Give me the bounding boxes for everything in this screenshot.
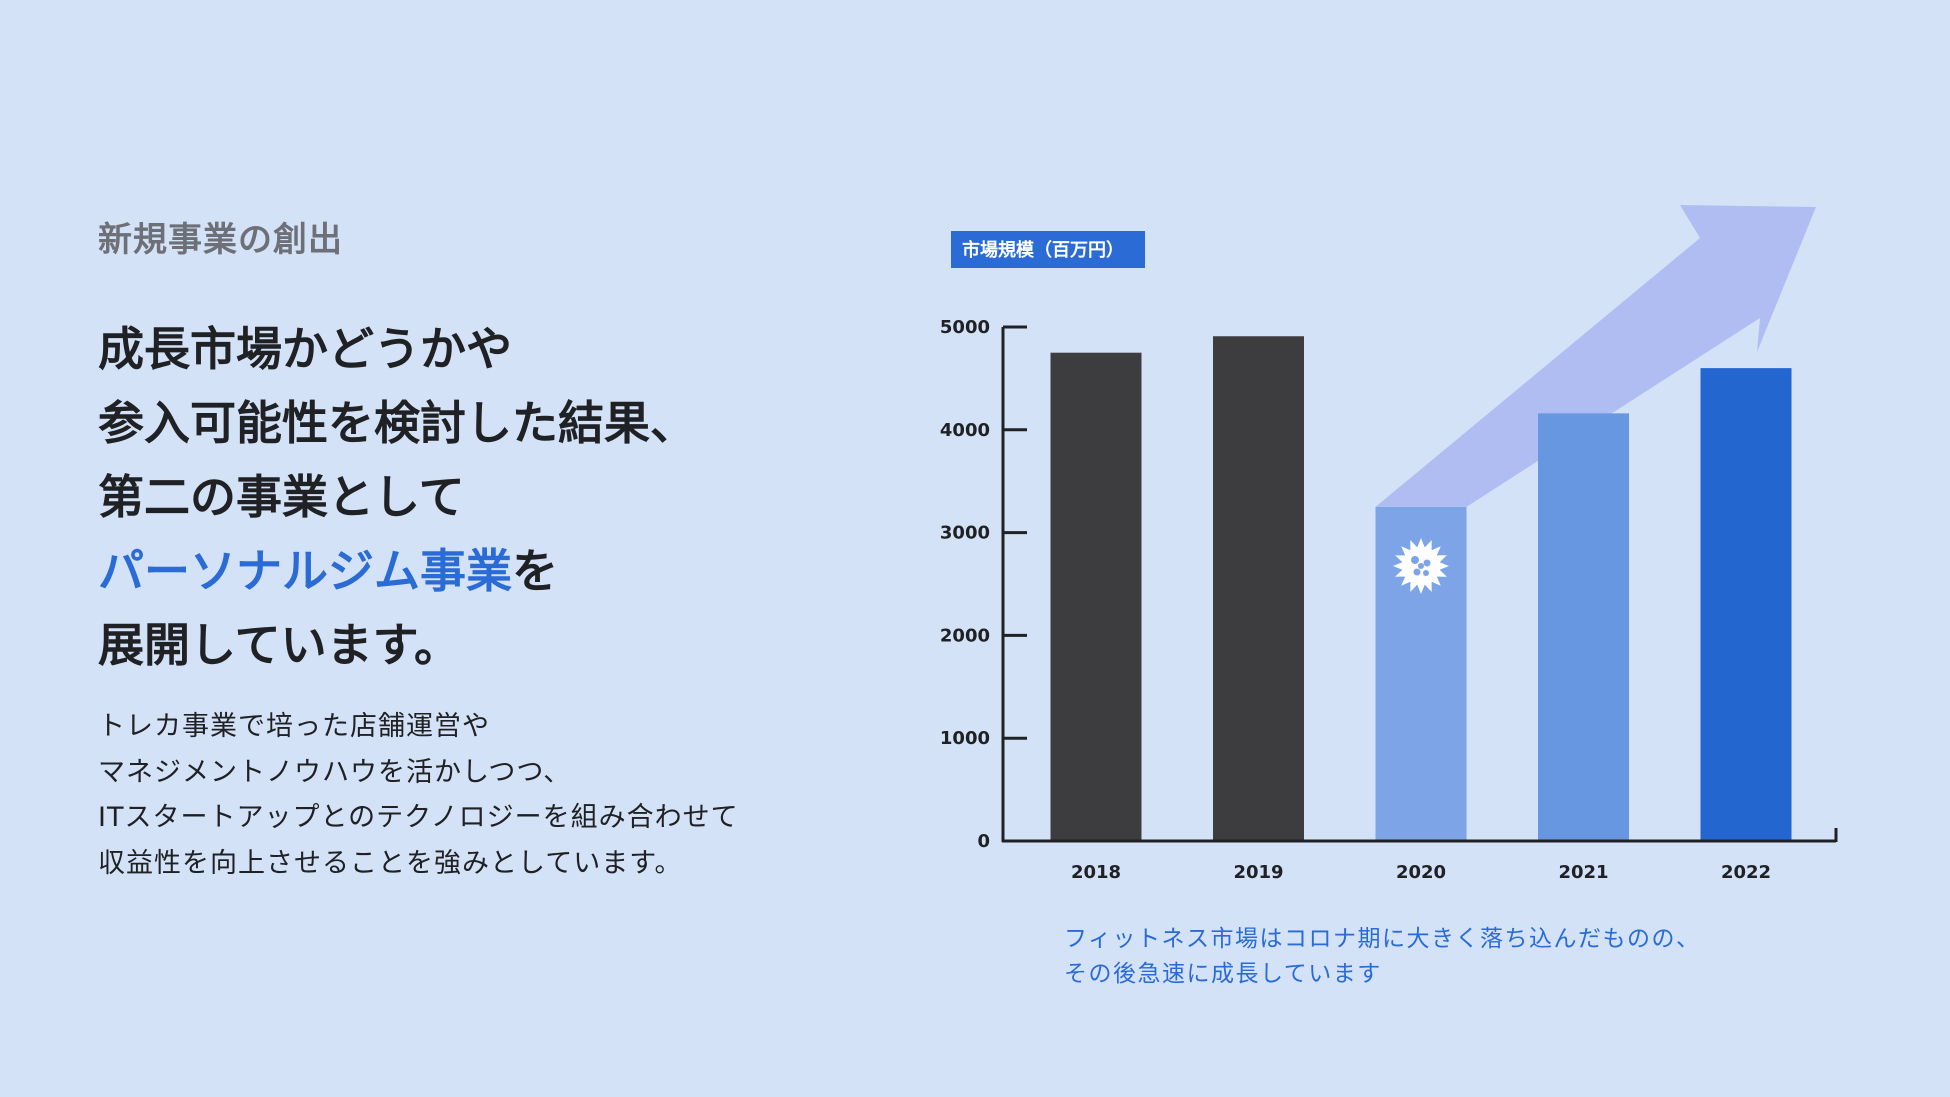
headline-line-2: 参入可能性を検討した結果、 (98, 396, 696, 450)
y-tick-label-5000: 5000 (940, 317, 990, 338)
y-tick-label-3000: 3000 (940, 523, 990, 544)
unit-label: 市場規模（百万円） (962, 239, 1124, 261)
bar-2019 (1213, 336, 1304, 841)
headline-highlight: パーソナルジム事業 (98, 544, 512, 598)
headline-line-1: 成長市場かどうかや (98, 322, 512, 376)
unit-badge (951, 231, 1145, 268)
trend-arrow (1375, 205, 1816, 507)
y-tick-label-1000: 1000 (940, 728, 990, 749)
bar-2021 (1538, 413, 1629, 841)
caption-line-2: その後急速に成長しています (1064, 961, 1382, 987)
y-tick-label-0: 0 (977, 831, 990, 852)
section-eyebrow: 新規事業の創出 (98, 220, 343, 260)
x-tick-label-2021: 2021 (1558, 862, 1608, 883)
body-line-2: マネジメントノウハウを活かしつつ、 (98, 756, 572, 788)
headline-highlight-suffix: を (512, 544, 558, 598)
body-text: トレカ事業で培った店舗運営や マネジメントノウハウを活かしつつ、 ITスタートア… (98, 704, 739, 886)
x-tick-label-2022: 2022 (1721, 862, 1771, 883)
headline-line-4: パーソナルジム事業を (98, 534, 696, 608)
bar-2022 (1700, 368, 1792, 841)
virus-icon (1393, 538, 1449, 594)
headline: 成長市場かどうかや 参入可能性を検討した結果、 第二の事業として パーソナルジム… (98, 312, 696, 682)
caption-line-1: フィットネス市場はコロナ期に大きく落ち込んだものの、 (1064, 926, 1701, 952)
y-tick-label-4000: 4000 (940, 420, 990, 441)
body-line-4: 収益性を向上させることを強みとしています。 (98, 847, 683, 879)
x-tick-label-2019: 2019 (1233, 862, 1283, 883)
bar-2018 (1050, 352, 1142, 841)
chart-caption: フィットネス市場はコロナ期に大きく落ち込んだものの、 その後急速に成長しています (1064, 922, 1701, 992)
body-line-1: トレカ事業で培った店舗運営や (98, 711, 490, 742)
x-tick-label-2018: 2018 (1071, 862, 1121, 883)
y-tick-label-2000: 2000 (940, 625, 990, 646)
headline-line-3: 第二の事業として (98, 470, 465, 524)
x-tick-label-2020: 2020 (1396, 862, 1446, 883)
headline-line-5: 展開しています。 (98, 618, 461, 672)
body-line-3: ITスタートアップとのテクノロジーを組み合わせて (98, 802, 739, 833)
